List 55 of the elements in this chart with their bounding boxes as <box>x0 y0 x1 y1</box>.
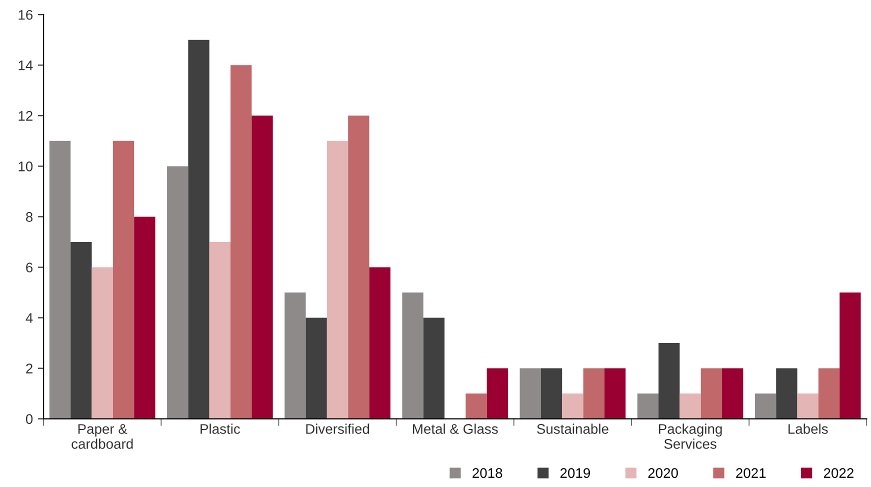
bar <box>700 368 722 419</box>
bar <box>840 292 861 419</box>
y-tick-label: 6 <box>26 262 33 272</box>
y-tick-label: 12 <box>18 110 32 121</box>
x-tick-label: Sustainable <box>537 424 608 434</box>
bar <box>402 292 424 419</box>
bar <box>49 140 71 419</box>
bar <box>369 267 390 419</box>
bar <box>326 140 348 419</box>
bar <box>284 292 306 419</box>
bar <box>486 368 508 419</box>
y-tick-label: 14 <box>18 60 33 70</box>
bar <box>306 318 327 419</box>
bar <box>583 368 604 419</box>
bar <box>167 166 188 419</box>
y-tick-label: 4 <box>26 313 33 323</box>
x-tick-label: Paper & cardboard <box>72 424 133 449</box>
y-tick-label: 2 <box>26 364 32 374</box>
bar <box>604 368 626 419</box>
x-tick-label: Packaging Services <box>658 424 722 449</box>
bar <box>797 394 818 419</box>
bar <box>423 318 445 419</box>
legend-label: 2019 <box>560 468 590 478</box>
bar <box>466 394 487 419</box>
bar <box>637 394 659 419</box>
bar <box>818 368 840 419</box>
bar <box>112 140 134 419</box>
x-tick-label: Plastic <box>200 424 240 434</box>
bar <box>252 116 273 419</box>
x-tick-label: Metal & Glass <box>413 424 498 434</box>
y-tick-label: 8 <box>26 212 33 222</box>
bar <box>562 394 584 419</box>
bar <box>776 368 798 419</box>
y-tick-label: 10 <box>18 162 33 172</box>
bar <box>680 394 701 419</box>
bar <box>230 65 252 419</box>
x-tick-label: Labels <box>788 424 828 434</box>
bar <box>658 343 680 419</box>
bar <box>540 368 562 419</box>
x-tick-label: Diversified <box>306 424 370 434</box>
bar <box>134 216 156 419</box>
legend-label: 2021 <box>736 468 766 478</box>
bar <box>520 368 541 419</box>
legend-label: 2020 <box>648 468 678 478</box>
bar <box>92 267 113 419</box>
bar <box>348 116 370 419</box>
bar <box>754 394 776 419</box>
y-tick-label: 0 <box>26 414 33 424</box>
bar <box>188 40 210 419</box>
bar <box>209 242 231 419</box>
y-tick-label: 16 <box>18 10 33 20</box>
legend-label: 2018 <box>472 468 502 478</box>
bar <box>70 242 92 419</box>
bar <box>722 368 744 419</box>
legend-label: 2022 <box>824 468 854 478</box>
